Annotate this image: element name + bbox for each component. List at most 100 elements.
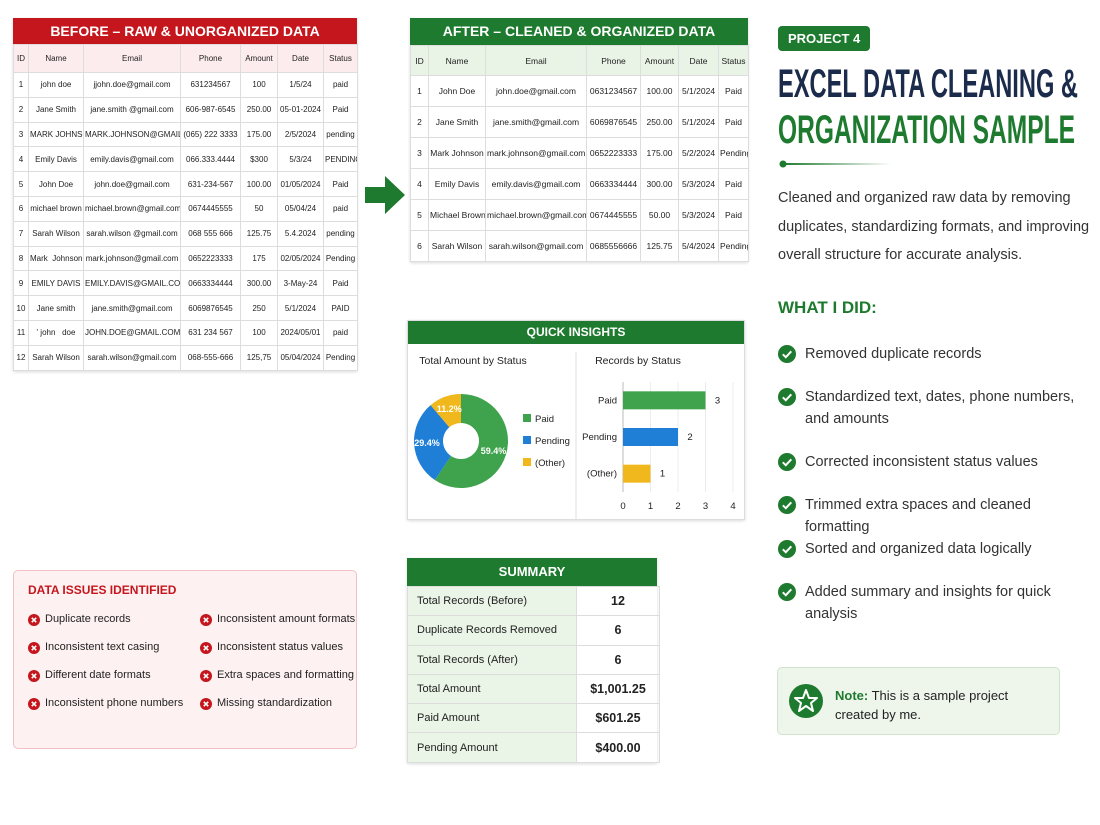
chart-title: Total Amount by Status <box>419 355 526 367</box>
table-cell: Pending <box>718 230 749 262</box>
table-cell: 100 <box>240 319 278 346</box>
table-cell: Paid <box>718 75 749 107</box>
table-cell: 05-01-2024 <box>277 96 324 123</box>
data-table: ID Name Email Phone Amount Date Status 1 john do… <box>13 44 358 371</box>
note-text: Note: This is a sample project created b… <box>835 686 1035 724</box>
summary-row: Total Records (Before) 12 <box>407 585 660 617</box>
table-cell: john.doe@gmail.com <box>83 171 181 197</box>
x-icon <box>28 642 40 654</box>
did-item: Corrected inconsistent status values <box>805 454 1038 470</box>
table-cell: MARK JOHNSON <box>28 121 84 148</box>
x-icon <box>28 698 40 710</box>
table-cell: Jane Smith <box>28 96 84 123</box>
table-cell: 5 <box>13 171 29 197</box>
bar <box>623 391 706 410</box>
table-cell: jane.smith@gmail.com <box>485 106 587 138</box>
table-cell: ' john doe <box>28 319 84 346</box>
table-cell: 068-555-666 <box>180 344 241 371</box>
table-cell: 631 234 567 <box>180 319 241 346</box>
table-cell: 7 <box>13 220 29 247</box>
header-cell: Name <box>28 44 84 73</box>
table-cell: 01/05/2024 <box>277 171 324 197</box>
table-cell: MARK.JOHNSON@GMAIL.COM <box>83 121 181 148</box>
header-cell: Date <box>678 45 719 76</box>
table-cell: 02/05/2024 <box>277 245 324 272</box>
header-cell: ID <box>410 45 429 76</box>
summary-value: 6 <box>576 615 660 646</box>
table-cell: 50.00 <box>640 199 679 231</box>
table-cell: Paid <box>323 171 358 197</box>
table-cell: mark.johnson@gmail.com <box>83 245 181 272</box>
table-cell: 5/3/2024 <box>678 199 719 231</box>
table-cell: 2 <box>410 106 429 138</box>
summary-row: Total Records (After) 6 <box>407 644 660 675</box>
table-row: 11 ' john doe JOHN.DOE@GMAIL.COM 631 234 56… <box>13 319 358 346</box>
table-cell: 250.00 <box>640 106 679 138</box>
table-cell: 6 <box>410 230 429 262</box>
note-body: This is a sample project created by me. <box>835 688 1009 722</box>
table-cell: Paid <box>718 106 749 138</box>
legend-swatch <box>523 436 531 444</box>
table-cell: 4 <box>13 146 29 173</box>
table-cell: 3 <box>410 137 429 169</box>
table-cell: 8 <box>13 245 29 272</box>
table-cell: paid <box>323 195 358 222</box>
x-tick-label: 0 <box>620 501 625 512</box>
table-cell: jjohn.doe@gmail.com <box>83 72 181 98</box>
table-cell: 1 <box>410 75 429 107</box>
issue-item: Duplicate records <box>45 613 131 625</box>
summary-row: Paid Amount $601.25 <box>407 703 660 734</box>
value-label: 1 <box>660 469 665 480</box>
table-cell: 4 <box>410 168 429 200</box>
summary-row: Pending Amount $400.00 <box>407 732 660 763</box>
header-cell: ID <box>13 44 29 73</box>
table-cell: Emily Davis <box>28 146 84 173</box>
table-cell: 300.00 <box>240 270 278 297</box>
table-cell: 0631234567 <box>586 75 641 107</box>
table-row: 6 Sarah Wilson sarah.wilson@gmail.com 06855… <box>410 230 749 262</box>
table-cell: jane.smith@gmail.com <box>83 295 181 321</box>
x-tick-label: 3 <box>703 501 708 512</box>
table-cell: 5/2/2024 <box>678 137 719 169</box>
table-cell: paid <box>323 319 358 346</box>
table-cell: 10 <box>13 295 29 321</box>
did-item: Removed duplicate records <box>805 346 982 362</box>
note-box: Note: This is a sample project created b… <box>777 667 1060 735</box>
table-cell: PENDING <box>323 146 358 173</box>
did-item: Added summary and insights for quick ana… <box>805 584 1051 622</box>
chart-title: Records by Status <box>595 355 681 367</box>
issue-item: Inconsistent phone numbers <box>45 697 184 709</box>
insights-panel: QUICK INSIGHTS Total Amount by Status 59.… <box>407 320 745 520</box>
divider <box>783 163 891 165</box>
table-row: 10 Jane smith jane.smith@gmail.com 60698765… <box>13 295 358 321</box>
table-cell: 1/5/24 <box>277 72 324 98</box>
table-cell: 125.75 <box>240 220 278 247</box>
table-cell: 0674445555 <box>180 195 241 222</box>
table-cell: 0652223333 <box>586 137 641 169</box>
table-cell: 9 <box>13 270 29 297</box>
summary-panel: SUMMARY Total Records (Before) 12 Duplicat… <box>407 558 660 763</box>
check-icon <box>778 345 796 363</box>
x-icon <box>200 670 212 682</box>
table-cell: 12 <box>13 344 29 371</box>
issue-item: Inconsistent status values <box>217 641 343 653</box>
table-cell: 11 <box>13 319 29 346</box>
table-cell: 066.333.4444 <box>180 146 241 173</box>
table-cell: (065) 222 3333 <box>180 121 241 148</box>
table-cell: John Doe <box>428 75 486 107</box>
table-row: 1 john doe jjohn.doe@gmail.com 631234567 100… <box>13 72 358 98</box>
summary-label: Total Records (After) <box>407 644 577 675</box>
donut-slice <box>430 394 461 428</box>
table-cell: 300.00 <box>640 168 679 200</box>
check-icon <box>778 388 796 406</box>
x-tick-label: 2 <box>675 501 680 512</box>
bar <box>623 464 651 483</box>
donut-slice <box>434 394 508 488</box>
table-cell: 175.00 <box>240 121 278 148</box>
table-cell: paid <box>323 72 358 98</box>
table-row: 1 John Doe john.doe@gmail.com 0631234567 100… <box>410 75 749 107</box>
summary-value: 12 <box>576 585 660 617</box>
description: Cleaned and organized raw data by removi… <box>778 190 1090 263</box>
issue-item: Inconsistent amount formats <box>217 613 356 625</box>
